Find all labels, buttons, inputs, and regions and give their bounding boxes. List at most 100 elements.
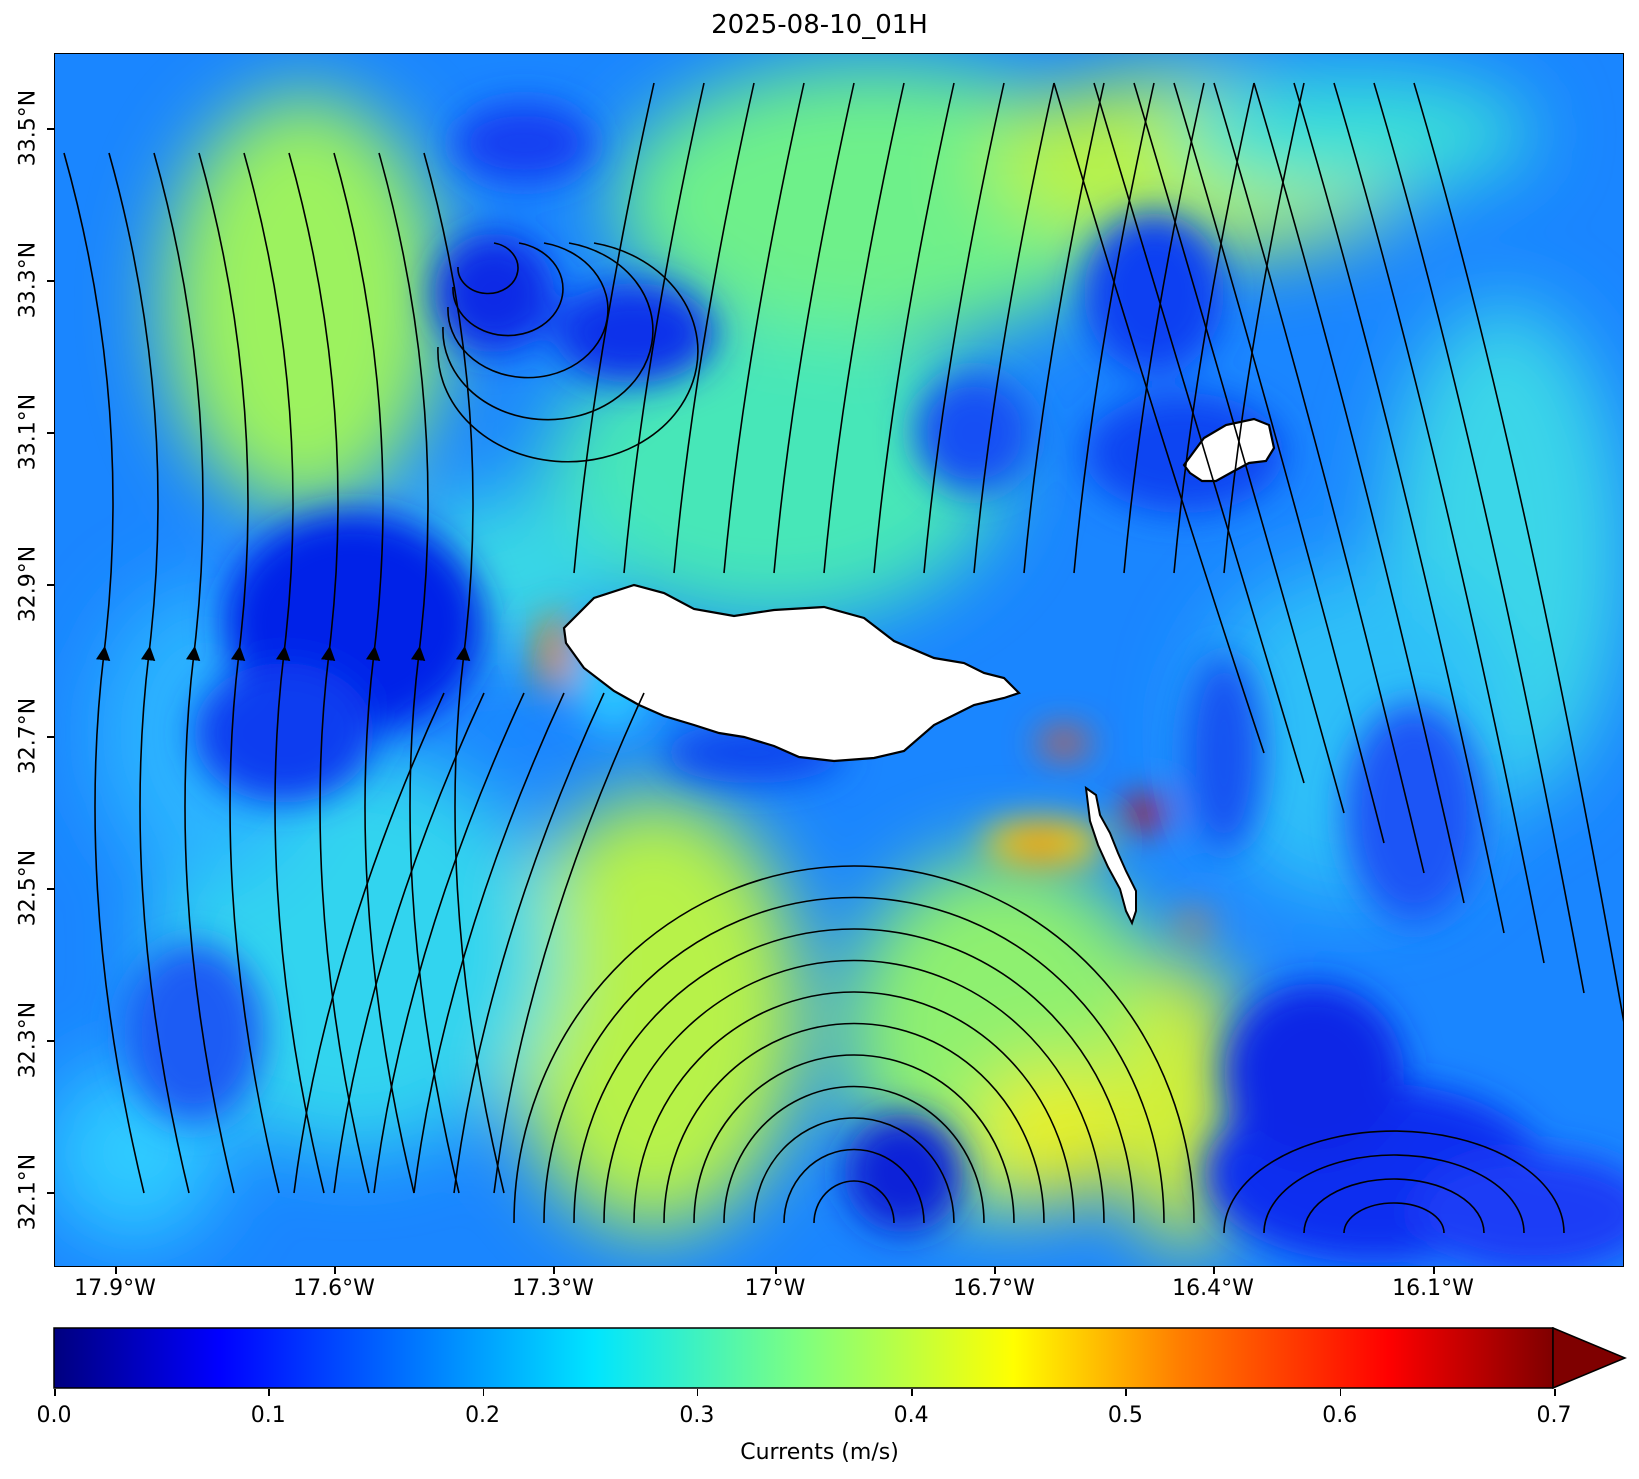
streamline xyxy=(573,928,1135,1224)
desertas-islands xyxy=(1084,785,1137,926)
madeira-island xyxy=(562,583,1022,763)
streamline xyxy=(1023,82,1105,574)
streamline xyxy=(373,692,525,1194)
streamline xyxy=(378,152,460,1194)
streamline xyxy=(1333,82,1545,964)
streamline xyxy=(773,82,855,574)
y-tick-mark xyxy=(47,432,54,434)
y-tick-label: 32.9°N xyxy=(15,545,41,623)
streamline xyxy=(823,82,905,574)
current-speed-map xyxy=(54,53,1624,1267)
streamline xyxy=(1263,1154,1525,1234)
colorbar-tick-mark xyxy=(482,1389,485,1396)
streamline xyxy=(633,991,1075,1224)
x-tick-label: 17.6°W xyxy=(293,1276,375,1301)
y-tick-label: 33.1°N xyxy=(15,393,41,471)
x-tick-label: 16.1°W xyxy=(1392,1276,1474,1301)
y-tick-mark xyxy=(47,128,54,130)
colorbar-tick-label: 0.6 xyxy=(1322,1403,1358,1428)
streamline xyxy=(1123,82,1205,574)
colorbar-tick-label: 0.7 xyxy=(1536,1403,1572,1428)
streamline xyxy=(423,152,505,1194)
streamline xyxy=(1223,1130,1565,1234)
speed-field-detail xyxy=(124,103,1624,1267)
streamline xyxy=(333,152,415,1194)
x-tick-mark xyxy=(553,1267,555,1274)
y-tick-label: 32.3°N xyxy=(15,1001,41,1079)
streamline xyxy=(243,152,325,1194)
y-tick-mark xyxy=(47,584,54,586)
colorbar-tick-mark xyxy=(1125,1389,1127,1396)
x-tick-mark xyxy=(334,1267,336,1274)
streamline xyxy=(663,1022,1045,1224)
streamline xyxy=(198,152,280,1194)
streamline xyxy=(1073,82,1155,574)
streamline xyxy=(1413,82,1624,1024)
streamline xyxy=(63,152,145,1194)
colorbar-label: Currents (m/s) xyxy=(740,1440,899,1465)
colorbar-tick-mark xyxy=(1339,1389,1342,1396)
colorbar-tick-label: 0.1 xyxy=(250,1403,286,1428)
colorbar-tick-mark xyxy=(911,1389,913,1396)
streamline xyxy=(452,242,564,337)
streamline xyxy=(603,959,1105,1224)
streamline xyxy=(973,82,1055,574)
y-tick-mark xyxy=(47,1040,54,1042)
streamline xyxy=(1093,82,1305,784)
streamline xyxy=(413,692,565,1194)
streamline xyxy=(1253,82,1465,904)
streamline xyxy=(923,82,1005,574)
land-masses xyxy=(562,417,1276,926)
streamline xyxy=(723,82,805,574)
streamline xyxy=(783,1148,925,1224)
colorbar-gradient xyxy=(53,1327,1554,1389)
y-tick-mark xyxy=(47,888,54,890)
x-tick-label: 17.3°W xyxy=(512,1276,594,1301)
streamline xyxy=(543,896,1165,1224)
streamline xyxy=(293,692,445,1194)
x-tick-label: 17°W xyxy=(744,1276,806,1301)
streamline xyxy=(693,1054,1015,1224)
porto-santo-island xyxy=(1182,417,1276,483)
x-tick-mark xyxy=(1433,1267,1435,1274)
y-tick-mark xyxy=(47,1192,54,1194)
streamline xyxy=(1223,82,1305,574)
streamline xyxy=(1303,1178,1485,1234)
x-tick-label: 16.7°W xyxy=(953,1276,1035,1301)
streamline xyxy=(153,152,235,1194)
streamline xyxy=(723,1085,985,1224)
current-streamlines xyxy=(63,82,1624,1234)
y-tick-label: 32.5°N xyxy=(15,849,41,927)
y-tick-label: 32.7°N xyxy=(15,697,41,775)
streamline xyxy=(437,242,699,463)
streamline xyxy=(813,1180,895,1224)
colorbar-extend-arrow xyxy=(1552,1327,1627,1389)
y-tick-mark xyxy=(47,736,54,738)
streamline xyxy=(457,242,519,295)
colorbar-tick-mark xyxy=(1554,1389,1556,1396)
y-tick-mark xyxy=(47,280,54,282)
streamline xyxy=(108,152,190,1194)
streamline xyxy=(1213,82,1425,874)
plot-title: 2025-08-10_01H xyxy=(711,10,928,40)
colorbar-tick-label: 0.3 xyxy=(679,1403,715,1428)
colorbar-tick-mark xyxy=(268,1389,270,1396)
streamline xyxy=(493,692,645,1194)
colorbar xyxy=(53,1327,1627,1389)
colorbar-tick-mark xyxy=(696,1389,699,1396)
colorbar-tick-label: 0.0 xyxy=(36,1403,72,1428)
y-tick-label: 32.1°N xyxy=(15,1153,41,1231)
colorbar-tick-label: 0.5 xyxy=(1107,1403,1143,1428)
x-tick-mark xyxy=(1213,1267,1215,1274)
streamline xyxy=(873,82,955,574)
x-tick-mark xyxy=(994,1267,996,1274)
streamline xyxy=(288,152,370,1194)
map-panel xyxy=(54,53,1624,1267)
streamline xyxy=(1133,82,1345,814)
streamline xyxy=(1173,82,1385,844)
streamline xyxy=(513,865,1195,1224)
x-tick-label: 16.4°W xyxy=(1172,1276,1254,1301)
colorbar-tick-label: 0.4 xyxy=(893,1403,929,1428)
streamline xyxy=(1293,82,1505,934)
streamline xyxy=(1173,82,1255,574)
